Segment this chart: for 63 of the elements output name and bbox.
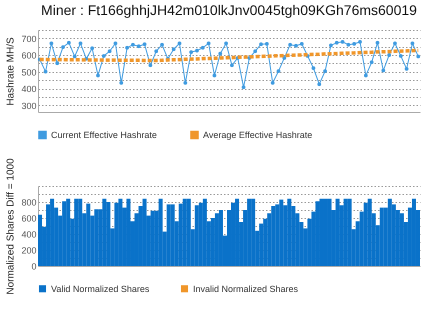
bar [364,202,368,266]
legend-label: Average Effective Hashrate [203,130,312,140]
legend-label: Valid Normalized Shares [51,284,150,294]
bar [328,198,332,266]
bar [114,202,118,266]
bar [400,213,404,266]
y-tick-label: 0 [31,262,36,272]
bar [50,198,54,266]
bar [38,214,42,266]
bar [166,204,171,266]
bar [182,198,187,266]
bar [315,201,320,266]
bar [231,202,236,266]
bar [106,202,110,266]
bar [86,204,90,266]
bar [380,208,384,266]
line-series [38,48,420,62]
bar [198,202,203,266]
bar [214,213,219,266]
y-axis-title: Normalized Shares Diff = 1000 [5,158,16,295]
bar [118,198,122,266]
bar [218,210,223,266]
bar [158,198,163,266]
bar [126,198,130,266]
bar [348,198,352,266]
y-tick-label: 400 [21,84,36,94]
bar [323,198,328,266]
y-tick-label: 600 [21,50,36,61]
bar [412,198,416,266]
y-tick-label: 500 [21,67,36,78]
y-tick-label: 400 [21,230,36,240]
legend-label: Current Effective Hashrate [51,130,157,140]
bar [170,204,175,266]
chart-title: Miner : Ft166ghhjJH42m010lkJnv0045tgh09KGh76ms60019 [41,2,418,18]
bar [74,198,78,266]
bar [319,198,324,266]
bar [102,198,106,266]
bar [388,198,392,266]
y-tick-label: 300 [21,100,36,111]
y-tick-label: 200 [21,246,36,256]
bar [279,200,284,266]
bar [194,205,199,266]
bar [94,209,98,266]
y-tick-label: 600 [21,214,36,224]
bar [66,198,70,266]
bar [202,198,207,266]
bar [287,198,292,266]
bar [150,210,155,266]
bar [336,198,340,266]
bar [344,198,348,266]
bar [235,198,240,266]
bar [271,206,276,266]
legend-label: Invalid Normalized Shares [193,284,299,294]
y-tick-label: 700 [21,34,36,44]
bar [142,198,147,266]
bar [62,201,66,266]
bar [251,198,256,266]
bar [186,198,191,266]
y-tick-label: 800 [21,198,36,208]
bar [368,198,372,266]
bar [78,198,82,266]
y-axis-title: Hashrate MH/S [5,36,16,106]
bar [247,198,252,266]
